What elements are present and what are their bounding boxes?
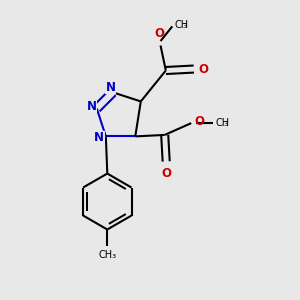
Text: O: O (161, 167, 171, 180)
Text: 3: 3 (224, 121, 228, 127)
Text: N: N (106, 80, 116, 94)
Text: CH: CH (216, 118, 230, 128)
Text: CH: CH (175, 20, 189, 30)
Text: N: N (86, 100, 97, 112)
Text: CH₃: CH₃ (98, 250, 116, 260)
Text: 3: 3 (183, 23, 187, 29)
Text: O: O (195, 115, 205, 128)
Text: O: O (198, 62, 208, 76)
Text: N: N (94, 131, 104, 144)
Text: O: O (154, 27, 164, 40)
